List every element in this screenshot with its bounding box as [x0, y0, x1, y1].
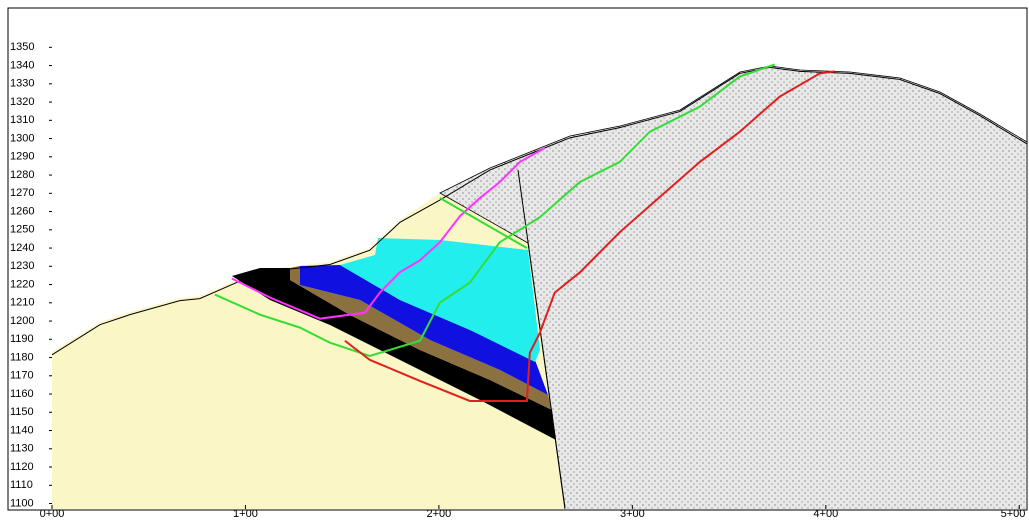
y-tick-label: 1180	[10, 351, 34, 363]
y-tick-label: 1100	[10, 497, 34, 509]
y-tick-label: 1350	[10, 41, 34, 53]
y-tick-label: 1230	[10, 260, 34, 272]
y-tick-label: 1190	[10, 333, 34, 345]
y-tick-label: 1290	[10, 151, 34, 163]
y-tick-label: 1330	[10, 78, 34, 90]
x-tick-label: 1+00	[233, 508, 258, 520]
y-tick-label: 1340	[10, 59, 34, 71]
x-tick-label: 4+00	[813, 508, 838, 520]
y-tick-label: 1130	[10, 443, 34, 455]
x-tick-label: 5+00	[1001, 508, 1026, 520]
y-tick-label: 1300	[10, 132, 34, 144]
y-tick-label: 1200	[10, 315, 34, 327]
x-tick-label: 3+00	[620, 508, 645, 520]
y-tick-label: 1140	[10, 424, 34, 436]
y-tick-label: 1110	[10, 479, 33, 491]
y-tick-label: 1120	[10, 461, 34, 473]
y-tick-label: 1270	[10, 187, 34, 199]
y-tick-label: 1280	[10, 169, 34, 181]
y-tick-label: 1210	[10, 297, 34, 309]
y-tick-label: 1320	[10, 96, 34, 108]
x-tick-label: 2+00	[427, 508, 452, 520]
y-tick-label: 1160	[10, 388, 34, 400]
y-tick-label: 1310	[10, 114, 34, 126]
y-tick-label: 1150	[10, 406, 34, 418]
x-tick-label: 0+00	[40, 508, 65, 520]
y-tick-label: 1170	[10, 370, 34, 382]
chart: 1100 1110 1120 1130 1140 1150 1160 1170 1180 1190…	[0, 0, 1029, 523]
y-tick-label: 1220	[10, 278, 34, 290]
y-tick-label: 1240	[10, 242, 34, 254]
y-tick-label: 1260	[10, 205, 34, 217]
y-tick-label: 1250	[10, 224, 34, 236]
